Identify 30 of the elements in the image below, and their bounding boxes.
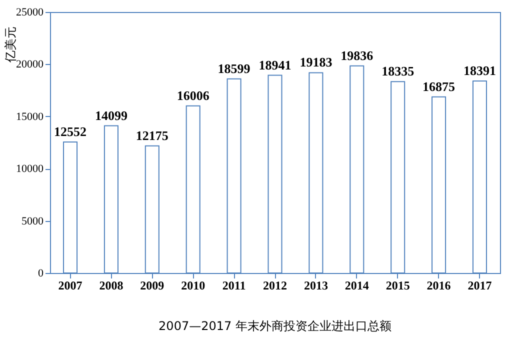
x-tick-label: 2011 <box>222 278 246 292</box>
y-tick-label: 15000 <box>16 110 44 123</box>
x-tick-label: 2010 <box>181 278 206 292</box>
x-tick-label: 2008 <box>99 278 124 292</box>
x-tick-label: 2007 <box>58 278 82 292</box>
x-tick-label: 2009 <box>140 278 164 292</box>
y-axis-title: 亿美元 <box>4 26 18 64</box>
x-tick-label: 2016 <box>426 278 451 292</box>
y-tick-label: 0 <box>38 268 44 280</box>
data-label: 16875 <box>422 78 456 94</box>
data-label: 19183 <box>300 54 333 70</box>
y-tick-label: 25000 <box>16 6 44 18</box>
data-label: 12175 <box>136 128 169 143</box>
data-label: 18599 <box>218 60 251 76</box>
data-label: 12552 <box>54 124 87 139</box>
data-label: 18335 <box>382 64 415 79</box>
x-tick-label: 2017 <box>468 278 492 292</box>
data-label: 16006 <box>176 88 210 103</box>
y-tick-label: 10000 <box>16 163 44 176</box>
x-tick-label: 2012 <box>263 278 287 292</box>
x-tick-label: 2013 <box>304 278 328 292</box>
x-tick-label: 2015 <box>386 278 410 292</box>
y-tick-label: 5000 <box>22 215 44 228</box>
text: 2007—2017 年末外商投资企业进出口总额 <box>158 319 392 333</box>
data-label: 18941 <box>258 57 292 72</box>
data-label: 18391 <box>463 63 496 78</box>
y-tick-label: 20000 <box>16 58 44 71</box>
data-label: 19836 <box>340 48 374 63</box>
data-label: 14099 <box>94 108 128 123</box>
x-tick-label: 2014 <box>344 278 369 292</box>
